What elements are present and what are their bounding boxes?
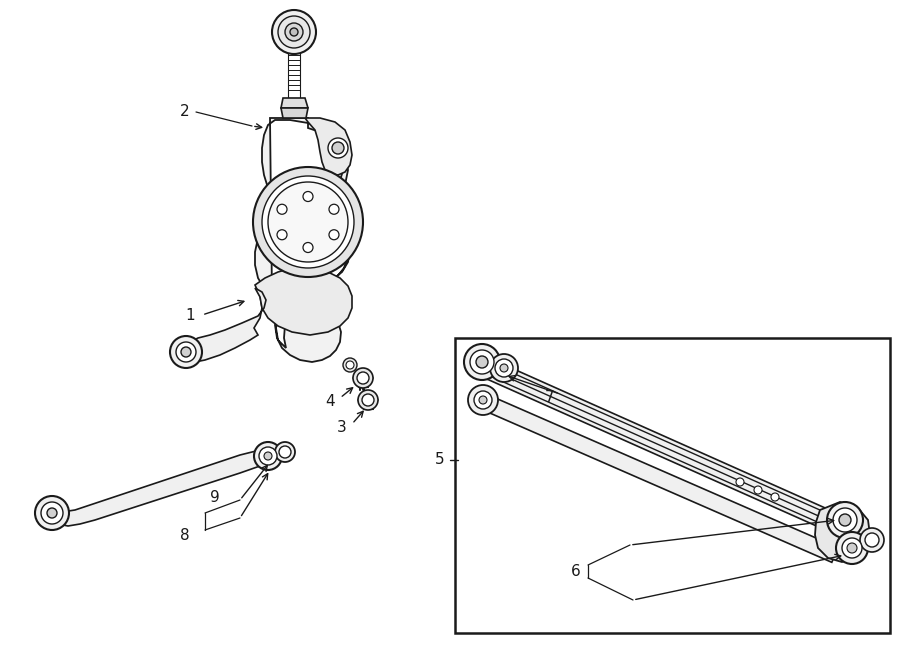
Circle shape xyxy=(847,543,857,553)
Text: 4: 4 xyxy=(325,395,335,410)
Circle shape xyxy=(176,342,196,362)
Circle shape xyxy=(303,243,313,253)
Circle shape xyxy=(464,344,500,380)
Circle shape xyxy=(771,493,779,501)
Circle shape xyxy=(268,182,348,262)
Circle shape xyxy=(279,446,291,458)
Circle shape xyxy=(35,496,69,530)
Circle shape xyxy=(842,538,862,558)
Circle shape xyxy=(495,359,513,377)
Circle shape xyxy=(285,23,303,41)
Circle shape xyxy=(303,192,313,202)
Text: 1: 1 xyxy=(185,307,194,323)
Circle shape xyxy=(278,16,310,48)
Polygon shape xyxy=(281,108,308,118)
Circle shape xyxy=(264,452,272,460)
Circle shape xyxy=(41,502,63,524)
Polygon shape xyxy=(255,268,352,335)
Text: 8: 8 xyxy=(180,527,190,543)
Polygon shape xyxy=(52,448,285,526)
Text: 2: 2 xyxy=(180,104,190,120)
Circle shape xyxy=(836,532,868,564)
Circle shape xyxy=(329,204,339,214)
Circle shape xyxy=(332,142,344,154)
Circle shape xyxy=(272,10,316,54)
Circle shape xyxy=(353,368,373,388)
Polygon shape xyxy=(288,53,300,98)
Circle shape xyxy=(827,502,863,538)
Circle shape xyxy=(329,230,339,240)
Polygon shape xyxy=(255,118,350,362)
Circle shape xyxy=(346,361,354,369)
Text: 9: 9 xyxy=(210,490,220,506)
Circle shape xyxy=(839,514,851,526)
Circle shape xyxy=(500,364,508,372)
Circle shape xyxy=(343,358,357,372)
Bar xyxy=(455,338,890,633)
Polygon shape xyxy=(184,288,266,362)
Circle shape xyxy=(468,385,498,415)
Polygon shape xyxy=(477,393,838,563)
Circle shape xyxy=(47,508,57,518)
Circle shape xyxy=(865,533,879,547)
Circle shape xyxy=(754,486,762,494)
Circle shape xyxy=(253,167,363,277)
Circle shape xyxy=(262,176,354,268)
Circle shape xyxy=(328,138,348,158)
Circle shape xyxy=(736,478,744,486)
Polygon shape xyxy=(476,356,854,539)
Text: 3: 3 xyxy=(338,420,346,436)
Circle shape xyxy=(860,528,884,552)
Circle shape xyxy=(358,390,378,410)
Text: 7: 7 xyxy=(545,391,554,405)
Text: 5: 5 xyxy=(436,453,445,467)
Polygon shape xyxy=(281,98,308,108)
Polygon shape xyxy=(815,502,870,562)
Circle shape xyxy=(362,394,374,406)
Circle shape xyxy=(476,356,488,368)
Polygon shape xyxy=(305,118,352,175)
Circle shape xyxy=(490,354,518,382)
Circle shape xyxy=(357,372,369,384)
Circle shape xyxy=(277,230,287,240)
Circle shape xyxy=(259,447,277,465)
Circle shape xyxy=(474,391,492,409)
Circle shape xyxy=(181,347,191,357)
Circle shape xyxy=(254,442,282,470)
Circle shape xyxy=(470,350,494,374)
Text: 6: 6 xyxy=(572,564,580,580)
Circle shape xyxy=(833,508,857,532)
Circle shape xyxy=(277,204,287,214)
Circle shape xyxy=(170,336,202,368)
Circle shape xyxy=(479,396,487,404)
Circle shape xyxy=(275,442,295,462)
Circle shape xyxy=(290,28,298,36)
